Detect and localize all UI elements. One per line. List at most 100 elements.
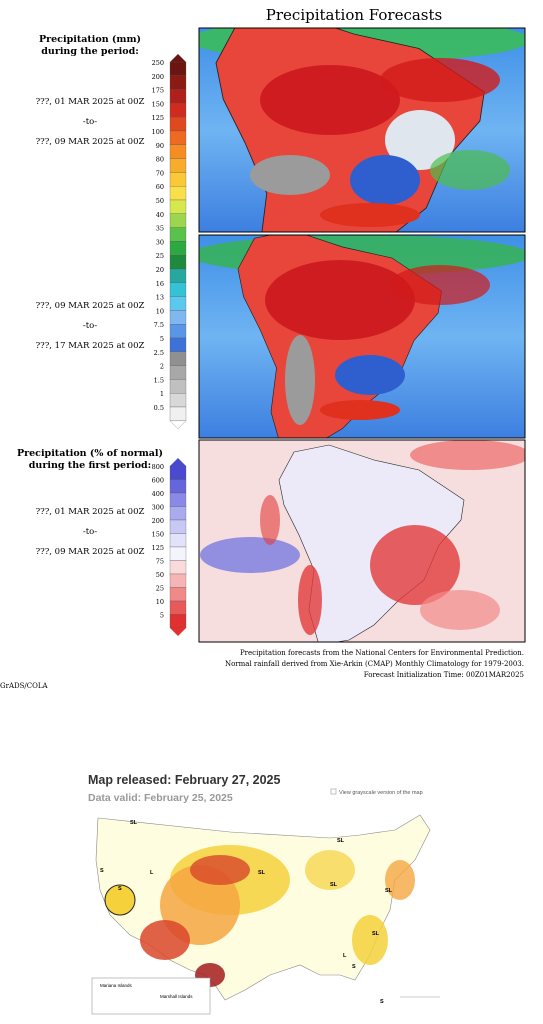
heading: during the period: [41, 46, 138, 57]
inset-label: Mariana Islands [100, 983, 133, 988]
colorbar-swatch [169, 324, 187, 339]
colorbar-swatch [169, 337, 187, 352]
colorbar-swatch [169, 117, 187, 132]
colorbar-label: 90 [156, 142, 164, 150]
colorbar-label: 40 [156, 211, 164, 219]
colorbar-label: 250 [152, 59, 164, 67]
colorbar-label: 5 [160, 335, 164, 343]
colorbar-swatch [169, 227, 187, 242]
drought-label: L [343, 953, 347, 959]
period: -to- [83, 321, 97, 331]
us-drought-map [91, 814, 440, 1015]
colorbar-swatch [169, 365, 187, 380]
heading: during the first period: [29, 460, 151, 471]
colorbar-swatch [169, 268, 187, 283]
colorbar-swatch [169, 519, 187, 534]
colorbar-label: 5 [160, 612, 164, 620]
colorbar-label: 30 [156, 238, 164, 246]
heading: Precipitation (mm) [39, 34, 141, 45]
colorbar-swatch [169, 172, 187, 187]
inset-label: Marshall Islands [160, 994, 193, 999]
period: -to- [83, 117, 97, 127]
released: Map released: February 27, 2025 [88, 773, 281, 787]
colorbar-label: 125 [152, 544, 164, 552]
forecast-map-2 [199, 235, 525, 438]
colorbar-arrow [170, 628, 186, 636]
colorbar-arrow [169, 420, 187, 430]
drought-label: SL [385, 888, 393, 894]
title: Precipitation Forecasts [266, 6, 442, 24]
colorbar-label: 200 [152, 73, 164, 81]
drought-label: SL [258, 870, 266, 876]
colorbar-label: 175 [152, 87, 164, 95]
colorbar-label: 150 [152, 531, 164, 539]
colorbar-label: 25 [156, 585, 164, 593]
colorbar-label: 600 [152, 477, 164, 485]
grayscale-link[interactable]: View grayscale version of the map [339, 790, 423, 796]
colorbar-swatch [169, 241, 187, 256]
period: ???, 09 MAR 2025 at 00Z [36, 547, 145, 557]
footer: Precipitation forecasts from the Nationa… [225, 649, 524, 679]
period: ???, 09 MAR 2025 at 00Z [36, 301, 145, 311]
colorbar-label: 20 [156, 266, 164, 274]
period: -to- [83, 527, 97, 537]
drought-label: SL [330, 882, 338, 888]
colorbar-swatch [169, 61, 187, 76]
colorbar-swatch [169, 158, 187, 173]
drought-label: S [380, 999, 384, 1005]
credit: GrADS/COLA [0, 682, 49, 690]
colorbar-label: 1 [160, 390, 164, 398]
footer-line: Precipitation forecasts from the Nationa… [240, 649, 524, 657]
colorbar-swatch [169, 560, 187, 575]
colorbar-swatch [169, 103, 187, 118]
drought-label: S [100, 868, 104, 874]
colorbar-swatch [169, 89, 187, 104]
colorbar-swatch [169, 406, 187, 421]
colorbar-swatch [169, 573, 187, 588]
checkbox[interactable] [330, 788, 337, 795]
colorbar-label: 60 [156, 183, 164, 191]
forecast-map-1 [199, 28, 525, 232]
colorbar-label: 1.5 [154, 376, 164, 384]
colorbar-label: 50 [156, 197, 164, 205]
colorbar-swatch [169, 310, 187, 325]
colorbar-label: 100 [152, 128, 164, 136]
drought-label: S [118, 886, 122, 892]
drought-label: S [352, 964, 356, 970]
colorbar-swatch [169, 479, 187, 494]
colorbar-label: 0.5 [154, 404, 164, 412]
panel-frame [198, 439, 526, 643]
colorbar-label: 2 [160, 363, 164, 371]
colorbar-arrow [170, 458, 186, 466]
anomaly-map [199, 440, 525, 642]
valid: Data valid: February 25, 2025 [88, 792, 233, 804]
colorbar-label: 10 [156, 307, 164, 315]
panel-frame [198, 234, 526, 439]
colorbar-swatch [169, 186, 187, 201]
colorbar-label: 13 [156, 294, 164, 302]
colorbar-swatch [169, 492, 187, 507]
colorbar-swatch [169, 393, 187, 408]
period: ???, 17 MAR 2025 at 00Z [36, 341, 145, 351]
footer-line: Normal rainfall derived from Xie-Arkin (… [225, 660, 524, 668]
colorbar-swatch [169, 75, 187, 90]
colorbar-label: 7.5 [154, 321, 164, 329]
colorbar-label: 200 [152, 517, 164, 525]
colorbar-label: 150 [152, 100, 164, 108]
colorbar-label: 800 [152, 463, 164, 471]
heading: Precipitation (% of normal) [17, 448, 163, 459]
colorbar-swatch [169, 379, 187, 394]
colorbar-label: 75 [156, 558, 164, 566]
colorbar-label: 10 [156, 598, 164, 606]
colorbar-label: 80 [156, 156, 164, 164]
colorbar-swatch [169, 144, 187, 159]
colorbar-label: 16 [156, 280, 164, 288]
colorbar-swatch [169, 296, 187, 311]
colorbar-swatch [169, 546, 187, 561]
drought-label: SL [337, 838, 345, 844]
period: ???, 01 MAR 2025 at 00Z [36, 507, 145, 517]
drought-label: SL [372, 931, 380, 937]
colorbar-label: 70 [156, 169, 164, 177]
colorbar-swatch [169, 282, 187, 297]
